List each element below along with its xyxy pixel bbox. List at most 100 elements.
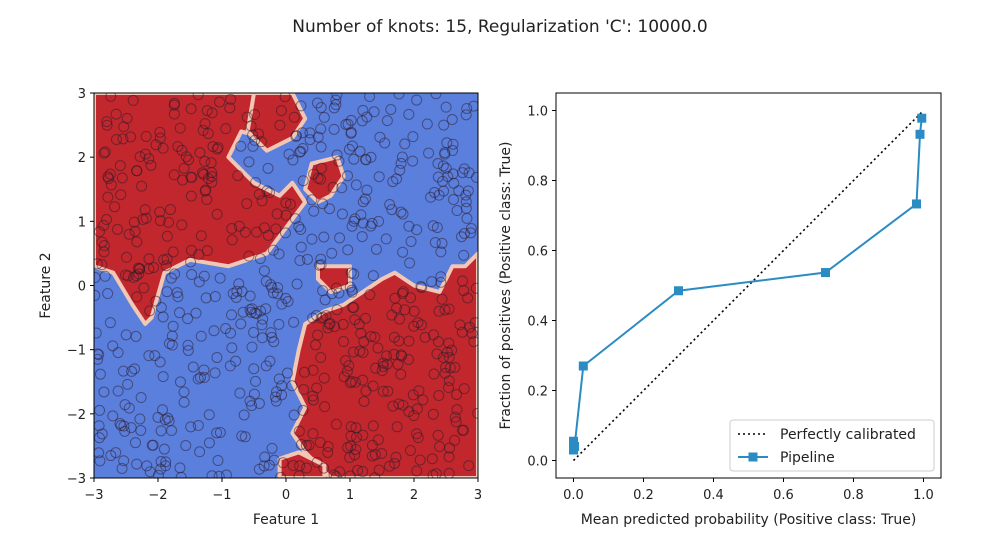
data-point	[312, 329, 324, 341]
data-point	[405, 292, 417, 304]
data-point	[94, 368, 106, 380]
data-point	[333, 155, 345, 167]
data-point	[212, 455, 224, 467]
x-tick-label: 2	[410, 488, 418, 503]
data-point	[380, 233, 392, 245]
data-point	[138, 282, 150, 294]
data-point	[436, 293, 448, 305]
data-point	[220, 469, 232, 478]
data-point	[104, 317, 116, 329]
data-point	[369, 331, 381, 343]
data-point	[311, 456, 323, 468]
data-point	[197, 167, 209, 179]
positive-region-0	[94, 93, 308, 326]
data-point	[449, 361, 461, 373]
data-point	[282, 296, 294, 308]
data-point	[395, 157, 407, 169]
y-tick-label: 3	[78, 87, 86, 102]
data-point	[257, 313, 269, 325]
data-point	[465, 227, 477, 239]
data-point	[208, 325, 220, 337]
data-point	[182, 339, 194, 351]
data-point	[443, 351, 455, 363]
data-point	[125, 131, 137, 143]
data-point	[279, 227, 291, 239]
data-point	[391, 421, 403, 433]
data-point	[174, 376, 186, 388]
data-point	[267, 244, 279, 256]
data-point	[225, 93, 237, 105]
data-point	[248, 363, 260, 375]
data-point	[238, 409, 250, 421]
data-point	[326, 288, 338, 300]
data-point	[235, 318, 247, 330]
data-point	[456, 275, 468, 287]
data-point	[307, 364, 319, 376]
data-point	[449, 434, 461, 446]
data-point	[291, 130, 303, 142]
data-point	[293, 221, 305, 233]
data-point	[345, 126, 357, 138]
data-point	[374, 131, 386, 143]
data-point	[346, 220, 358, 232]
data-point	[294, 255, 306, 267]
x-tick-label: 0.4	[703, 488, 724, 503]
data-point	[403, 335, 415, 347]
data-point	[166, 330, 178, 342]
y-tick-label: −1	[67, 344, 86, 359]
data-point	[296, 127, 308, 139]
data-point	[127, 94, 139, 106]
data-point	[443, 337, 455, 349]
data-point	[141, 460, 153, 472]
data-point	[243, 250, 255, 262]
data-point	[157, 404, 169, 416]
data-point	[411, 224, 423, 236]
data-point	[162, 412, 174, 424]
data-point	[301, 253, 313, 265]
data-point	[428, 368, 440, 380]
data-point	[460, 109, 472, 121]
data-point	[370, 362, 382, 374]
data-point	[407, 389, 419, 401]
data-point	[334, 232, 346, 244]
data-point	[348, 215, 360, 227]
data-point	[315, 141, 327, 153]
data-point	[357, 429, 369, 441]
data-point	[230, 355, 242, 367]
data-point	[394, 313, 406, 325]
data-point	[117, 365, 129, 377]
data-point	[350, 179, 362, 191]
data-point	[190, 307, 202, 319]
data-point	[102, 288, 114, 300]
data-point	[317, 198, 329, 210]
data-point	[408, 305, 420, 317]
data-point	[183, 154, 195, 166]
data-point	[201, 245, 213, 257]
data-point	[146, 439, 158, 451]
data-point	[176, 219, 188, 231]
data-point	[470, 282, 478, 294]
data-point	[258, 460, 270, 472]
data-point	[201, 194, 213, 206]
data-point	[315, 173, 327, 185]
data-point	[134, 263, 146, 275]
data-point	[344, 377, 356, 389]
data-point	[143, 153, 155, 165]
data-point	[144, 466, 156, 478]
data-point	[367, 270, 379, 282]
data-point	[460, 196, 472, 208]
data-point	[341, 365, 353, 377]
data-point	[437, 160, 449, 172]
figure-title: Number of knots: 15, Regularization 'C':…	[292, 17, 708, 37]
data-point	[265, 279, 277, 291]
data-point	[226, 222, 238, 234]
data-point	[455, 231, 467, 243]
data-point	[256, 319, 268, 331]
data-point	[185, 190, 197, 202]
data-point	[388, 331, 400, 343]
data-point	[369, 449, 381, 461]
data-point	[326, 247, 338, 259]
data-point	[275, 471, 287, 478]
data-point	[397, 286, 409, 298]
data-point	[350, 422, 362, 434]
